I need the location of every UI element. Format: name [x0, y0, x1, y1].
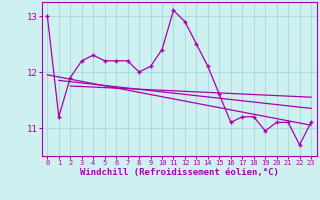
- X-axis label: Windchill (Refroidissement éolien,°C): Windchill (Refroidissement éolien,°C): [80, 168, 279, 177]
